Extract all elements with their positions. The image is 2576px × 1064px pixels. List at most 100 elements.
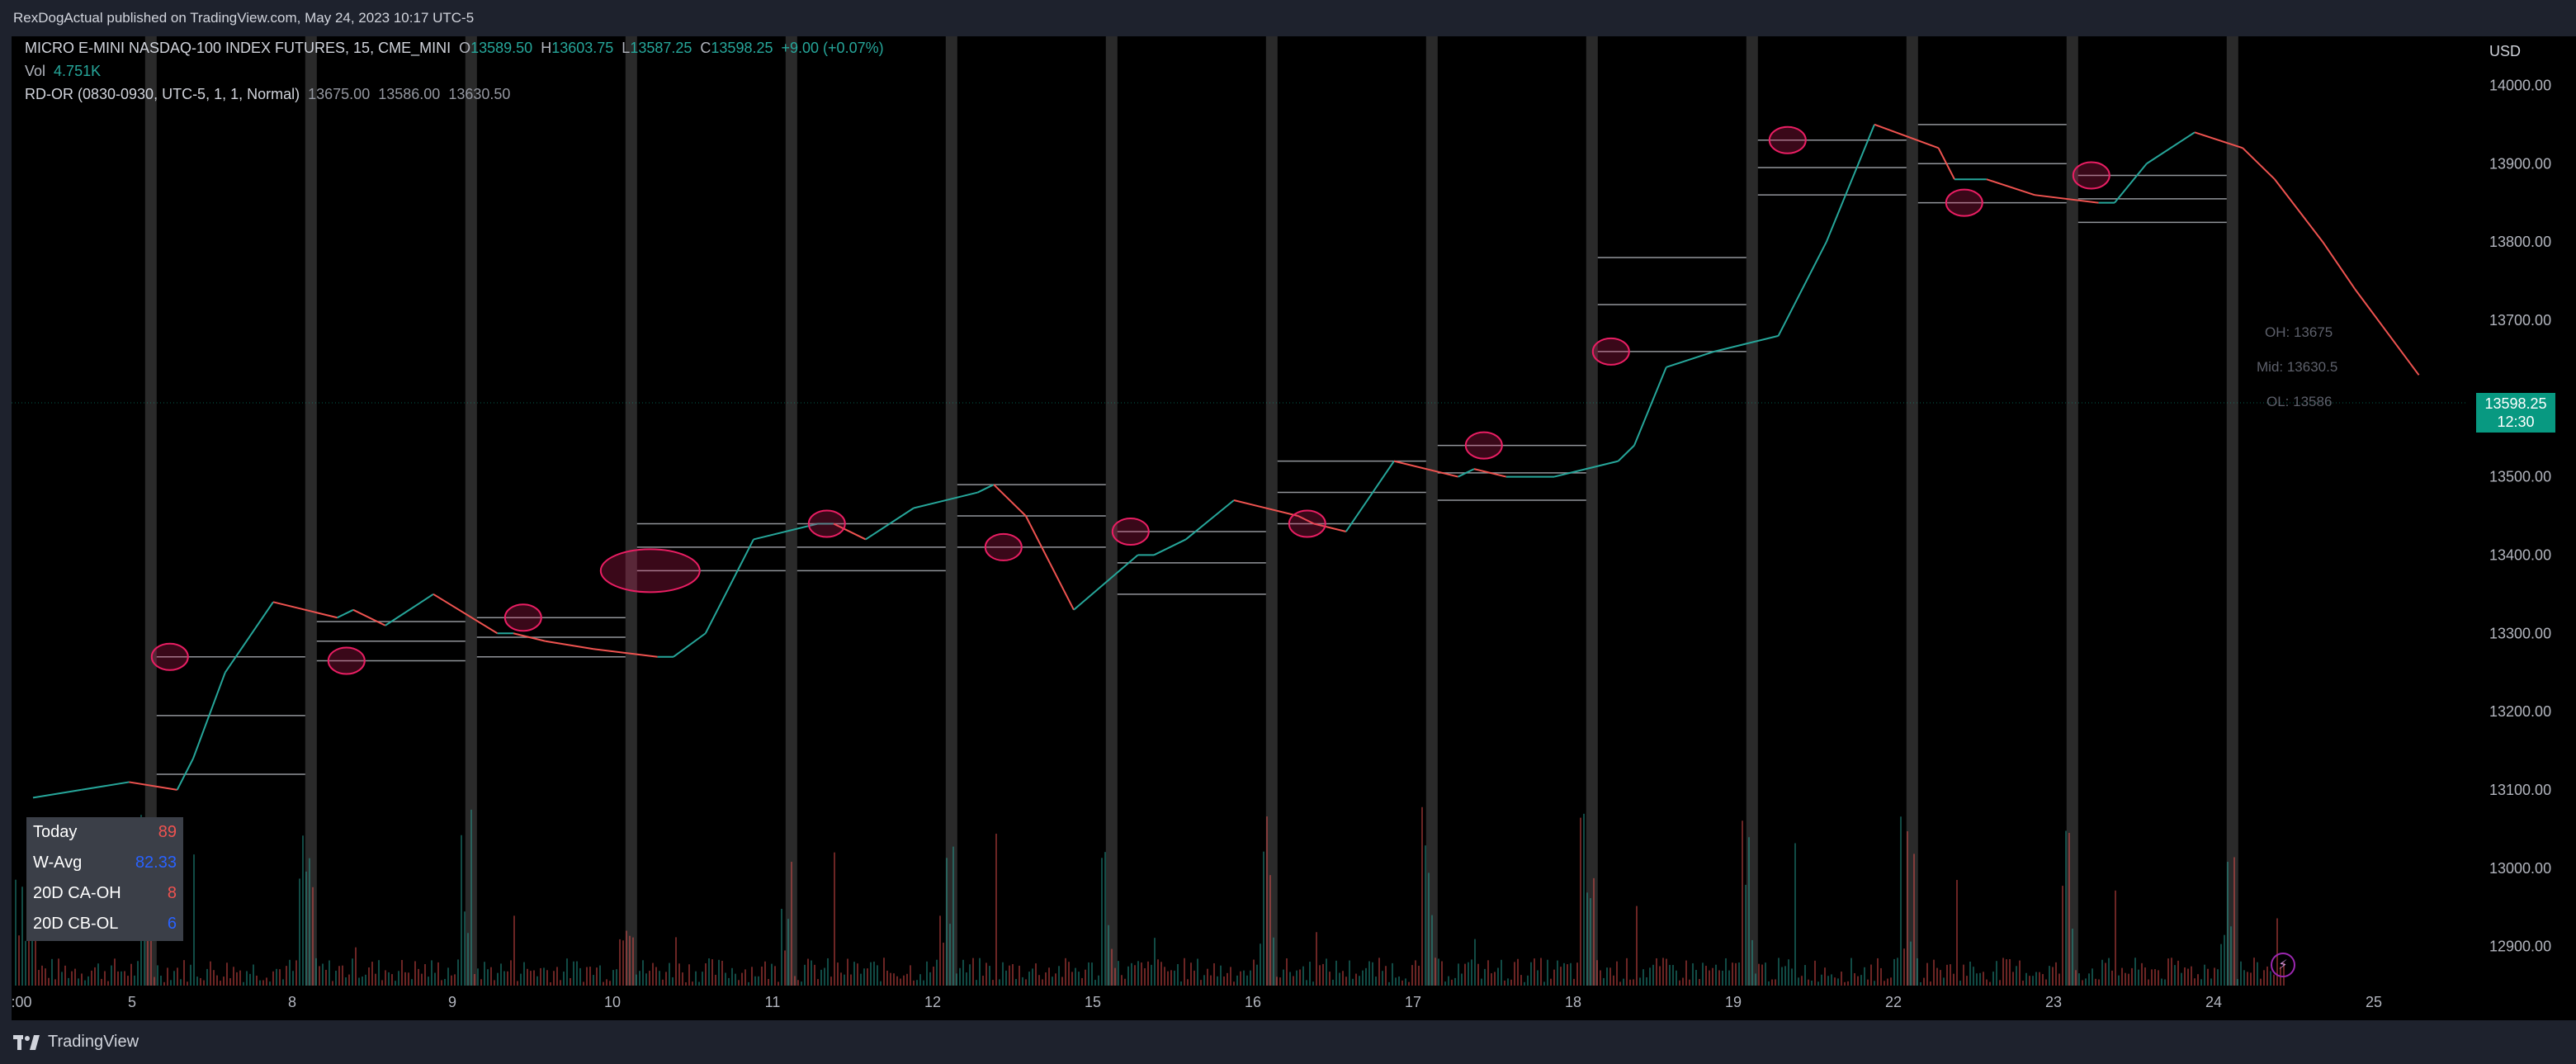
volume-bar xyxy=(606,979,607,986)
price-segment xyxy=(2194,131,2243,149)
volume-bar xyxy=(2062,886,2063,986)
volume-bar xyxy=(1127,966,1129,986)
volume-bar xyxy=(857,963,858,986)
volume-bar xyxy=(1378,958,1380,986)
volume-bar xyxy=(2240,961,2242,986)
volume-bar xyxy=(1864,967,1865,986)
volume-bar xyxy=(1695,970,1697,986)
volume-bar xyxy=(1669,964,1671,986)
stats-row-ca-oh: 20D CA-OH 8 xyxy=(26,878,183,909)
volume-bar xyxy=(1408,981,1410,986)
volume-bar xyxy=(2131,967,2133,986)
volume-bar xyxy=(655,967,657,986)
volume-bar xyxy=(1808,979,1809,986)
volume-bar xyxy=(612,970,614,986)
volume-bar xyxy=(1372,962,1373,986)
price-segment xyxy=(385,593,434,627)
volume-bar xyxy=(253,964,254,986)
volume-bar xyxy=(1401,980,1403,986)
volume-bar xyxy=(1666,958,1667,986)
volume-bar xyxy=(1220,965,1222,986)
tradingview-logo-icon[interactable] xyxy=(13,1034,40,1050)
price-segment xyxy=(1185,499,1235,541)
volume-bar xyxy=(1553,969,1555,986)
volume-bar xyxy=(1263,851,1264,986)
price-segment xyxy=(1617,444,1635,462)
volume-bar xyxy=(1141,962,1142,986)
volume-bar xyxy=(1735,962,1737,986)
volume-bar xyxy=(464,911,466,986)
volume-bar xyxy=(536,976,538,986)
volume-bar xyxy=(1193,970,1195,986)
price-segment xyxy=(977,484,995,494)
volume-bar xyxy=(157,965,158,986)
volume-bar xyxy=(1583,813,1585,986)
volume-bar xyxy=(1715,964,1717,986)
volume-bar xyxy=(830,977,832,986)
volume-bar xyxy=(1613,975,1614,986)
volume-bar xyxy=(2121,967,2123,986)
price-segment xyxy=(1473,468,1507,478)
price-chart[interactable]: 12900.00 13000.00 13100.00 13200.00 13300.00… xyxy=(0,36,2576,1020)
volume-bar xyxy=(391,974,393,986)
stats-label: Today xyxy=(33,823,78,841)
volume-bar xyxy=(840,972,842,986)
volume-bar xyxy=(348,974,350,986)
volume-bar xyxy=(2161,978,2162,986)
volume-bar xyxy=(513,915,515,986)
volume-bar xyxy=(1091,962,1093,986)
lightning-icon[interactable]: ⚡ xyxy=(2271,953,2295,977)
volume-bar xyxy=(1550,978,1552,986)
volume-bar xyxy=(2214,967,2215,986)
volume-bar xyxy=(249,973,251,986)
volume-bar xyxy=(362,977,363,986)
volume-bar xyxy=(305,871,307,986)
volume-bar xyxy=(1326,958,1327,986)
time-axis[interactable]: :00 5 8 9 10 11 12 15 16 17 18 19 22 23 24 25 xyxy=(11,994,2382,1010)
volume-bar xyxy=(1121,975,1123,986)
session-band xyxy=(1586,36,1598,986)
volume-bar xyxy=(45,968,46,986)
volume-bar xyxy=(1646,977,1647,986)
volume-bar xyxy=(1860,975,1862,986)
volume-bar xyxy=(58,958,59,986)
volume-bar xyxy=(312,887,314,986)
volume-bar xyxy=(946,858,948,986)
volume-bar xyxy=(2276,918,2278,986)
volume-bar xyxy=(1897,958,1898,986)
x-tick-label: 10 xyxy=(604,994,621,1010)
volume-bar xyxy=(500,963,502,986)
volume-bar xyxy=(1227,972,1228,986)
volume-bar xyxy=(239,970,241,986)
touch-highlight xyxy=(1591,337,1630,366)
volume-bar xyxy=(1930,981,1931,986)
volume-bar xyxy=(1926,962,1928,986)
price-segment xyxy=(352,608,386,627)
volume-bar xyxy=(1147,961,1149,986)
price-segment xyxy=(1393,460,1458,478)
volume-bar xyxy=(196,977,198,986)
volume-bar xyxy=(84,980,86,986)
volume-bar xyxy=(1392,962,1393,986)
volume-bar xyxy=(451,975,452,986)
volume-bar xyxy=(570,977,571,986)
x-tick-label: 16 xyxy=(1245,994,1261,1010)
volume-bar xyxy=(332,981,333,986)
volume-bar xyxy=(1986,979,1988,986)
volume-bar xyxy=(2052,967,2054,986)
touch-highlight xyxy=(1945,188,1983,217)
stats-value: 82.33 xyxy=(135,854,177,872)
volume-bar xyxy=(68,977,69,986)
volume-bar xyxy=(1468,962,1469,986)
volume-bar xyxy=(1702,962,1704,986)
volume-bar xyxy=(1983,972,1984,986)
volume-bar xyxy=(877,965,878,986)
volume-bar xyxy=(378,960,380,986)
volume-bar xyxy=(15,879,17,986)
volume-bar xyxy=(266,977,267,986)
volume-bar xyxy=(1085,969,1086,986)
volume-bar xyxy=(1332,979,1334,986)
touch-highlight xyxy=(327,646,366,675)
footer-brand[interactable]: TradingView xyxy=(48,1033,139,1051)
volume-bar xyxy=(1464,963,1466,986)
